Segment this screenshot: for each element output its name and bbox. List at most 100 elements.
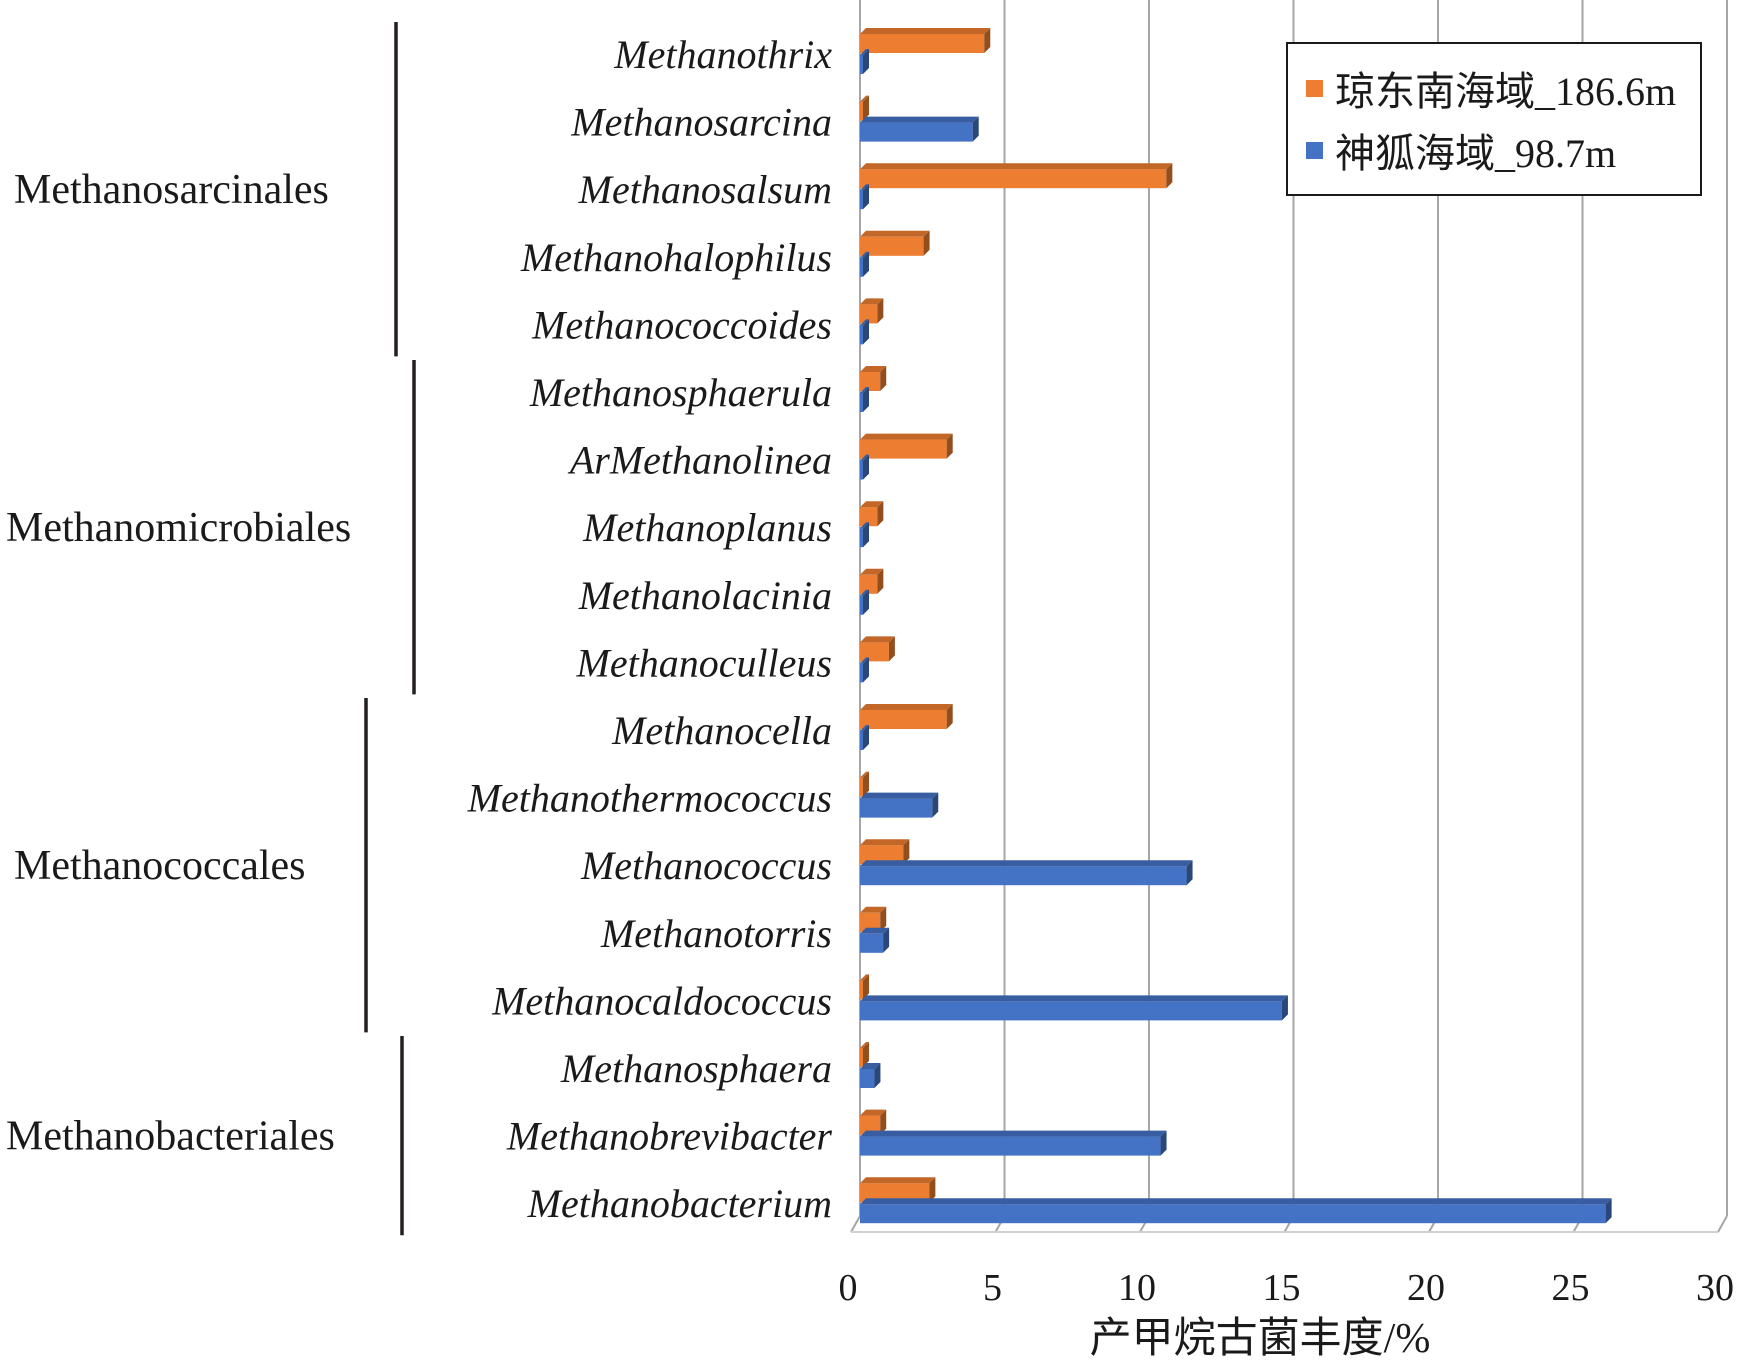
- bar-face-1-9: [860, 663, 863, 683]
- bar-side-0-1: [863, 95, 869, 121]
- bar-side-0-4: [877, 298, 884, 324]
- group-label-0: Methanosarcinales: [14, 167, 329, 213]
- gridline-foot-0: [850, 1215, 861, 1233]
- bar-side-0-7: [877, 501, 884, 527]
- bar-top-0-13: [860, 906, 887, 913]
- category-label-10: Methanocella: [611, 708, 832, 753]
- category-label-12: Methanococcus: [580, 843, 832, 888]
- bar-top-0-17: [860, 1177, 936, 1184]
- bar-top-1-5: [860, 387, 869, 393]
- bar-1-9: [860, 657, 869, 683]
- bar-top-1-13: [860, 927, 890, 934]
- bar-face-1-4: [860, 325, 863, 345]
- bar-side-1-7: [863, 522, 869, 548]
- bar-face-0-8: [860, 574, 878, 594]
- bar-top-1-2: [860, 184, 869, 191]
- bar-face-0-12: [860, 845, 904, 865]
- x-tick-label-5: 25: [1552, 1267, 1590, 1309]
- bar-side-1-0: [863, 49, 869, 74]
- group-labels: Methanosarcinales Methanomicrobiales Metha…: [6, 22, 416, 1236]
- bar-side-0-15: [863, 1042, 869, 1067]
- bar-face-1-3: [860, 257, 863, 277]
- bar-0-7: [860, 501, 884, 527]
- bar-0-13: [860, 906, 887, 932]
- bar-face-0-5: [860, 372, 881, 391]
- x-tick-label-1: 5: [983, 1267, 1002, 1309]
- bar-side-1-13: [883, 927, 890, 953]
- bar-1-12: [860, 860, 1193, 886]
- bar-side-0-8: [877, 568, 884, 594]
- bar-side-1-1: [972, 116, 979, 142]
- bar-0-16: [860, 1109, 887, 1135]
- bar-side-1-10: [863, 725, 869, 750]
- bar-face-0-13: [860, 912, 881, 932]
- category-label-11: Methanothermococcus: [467, 776, 832, 821]
- bar-side-0-0: [984, 28, 991, 53]
- bar-1-7: [860, 522, 869, 548]
- bar-0-10: [860, 704, 953, 729]
- bar-face-1-8: [860, 595, 863, 615]
- bar-top-1-0: [860, 49, 869, 55]
- bar-face-1-1: [860, 122, 973, 142]
- bar-1-6: [860, 454, 869, 480]
- bar-side-1-6: [863, 454, 869, 480]
- bar-side-1-2: [863, 184, 869, 210]
- bar-top-0-5: [860, 366, 887, 372]
- bar-top-1-11: [860, 792, 939, 799]
- bar-1-0: [860, 49, 869, 74]
- bar-0-5: [860, 366, 887, 391]
- bar-top-0-3: [860, 230, 930, 237]
- bar-1-4: [860, 319, 869, 345]
- bar-face-1-16: [860, 1136, 1161, 1156]
- legend-box: [1286, 42, 1702, 196]
- bar-face-0-15: [860, 1048, 863, 1067]
- bar-side-0-6: [946, 433, 953, 459]
- bar-top-1-16: [860, 1130, 1167, 1137]
- x-tick-label-2: 10: [1118, 1267, 1156, 1309]
- group-label-2: Methanococcales: [14, 843, 306, 889]
- bar-0-3: [860, 230, 930, 256]
- bar-top-0-7: [860, 501, 884, 508]
- bar-1-2: [860, 184, 869, 210]
- gridline-foot-6: [1717, 1215, 1728, 1233]
- bar-top-0-14: [860, 974, 869, 981]
- bar-top-0-15: [860, 1042, 869, 1048]
- bar-side-1-17: [1605, 1198, 1612, 1224]
- bar-face-1-17: [860, 1204, 1606, 1224]
- group-label-1: Methanomicrobiales: [6, 505, 351, 551]
- bar-face-0-2: [860, 169, 1167, 189]
- bar-top-1-3: [860, 251, 869, 258]
- bar-face-0-3: [860, 236, 924, 256]
- bar-side-1-15: [874, 1063, 881, 1088]
- bar-side-0-9: [888, 636, 895, 662]
- bar-top-0-1: [860, 95, 869, 102]
- bar-1-14: [860, 995, 1288, 1021]
- bar-side-0-2: [1166, 163, 1173, 189]
- category-label-0: Methanothrix: [613, 32, 832, 77]
- bar-top-1-9: [860, 657, 869, 664]
- x-tick-label-0: 0: [839, 1267, 858, 1309]
- legend: 琼东南海域_186.6m 神狐海域_98.7m: [1286, 42, 1702, 196]
- bar-0-11: [860, 771, 869, 797]
- category-label-3: Methanohalophilus: [520, 235, 832, 280]
- legend-swatch-0: [1306, 80, 1323, 97]
- category-label-17: Methanobacterium: [527, 1181, 832, 1226]
- bar-face-0-14: [860, 980, 863, 1000]
- bar-top-1-10: [860, 725, 869, 731]
- bar-face-1-5: [860, 393, 863, 412]
- bar-face-0-10: [860, 710, 947, 729]
- bar-top-0-12: [860, 839, 910, 846]
- group-label-3: Methanobacteriales: [6, 1114, 335, 1160]
- bar-top-0-11: [860, 771, 869, 778]
- x-tick-label-3: 15: [1263, 1267, 1301, 1309]
- bar-top-1-4: [860, 319, 869, 326]
- bar-face-1-11: [860, 798, 933, 818]
- bar-top-1-8: [860, 589, 869, 596]
- bars: [860, 28, 1612, 1224]
- legend-label-1: 神狐海域_98.7m: [1335, 131, 1616, 176]
- bar-top-0-0: [860, 28, 991, 34]
- bar-side-0-13: [880, 906, 887, 932]
- bar-1-10: [860, 725, 869, 750]
- bar-1-13: [860, 927, 890, 953]
